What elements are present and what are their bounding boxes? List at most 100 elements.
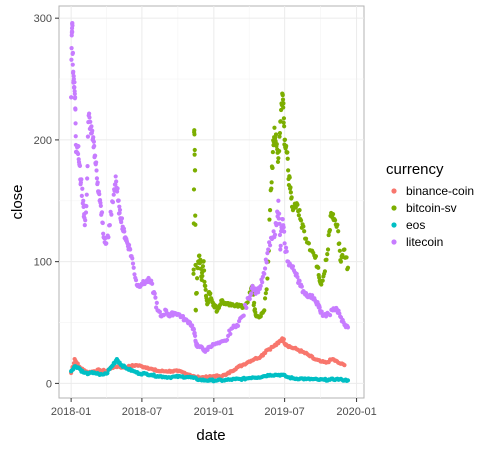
data-point-litecoin xyxy=(73,95,78,100)
data-point-litecoin xyxy=(79,177,84,182)
data-point-bitcoin-sv xyxy=(195,276,200,281)
legend-label-litecoin: litecoin xyxy=(406,235,443,249)
data-point-bitcoin-sv xyxy=(332,218,338,223)
data-point-litecoin xyxy=(249,291,254,296)
data-point-bitcoin-sv xyxy=(191,187,197,192)
data-point-bitcoin-sv xyxy=(203,287,208,292)
legend: currency binance-coin bitcoin-sv eos liteco… xyxy=(386,161,474,249)
data-point-litecoin xyxy=(111,192,116,197)
data-point-bitcoin-sv xyxy=(280,97,286,102)
data-point-bitcoin-sv xyxy=(277,148,282,154)
data-point-litecoin xyxy=(69,95,74,100)
y-axis-ticks: 0 100 200 300 xyxy=(34,13,59,390)
data-point-litecoin xyxy=(79,193,84,198)
data-point-bitcoin-sv xyxy=(296,213,301,218)
data-point-litecoin xyxy=(290,264,296,269)
data-point-bitcoin-sv xyxy=(245,300,250,305)
data-point-litecoin xyxy=(132,272,137,277)
data-point-litecoin xyxy=(87,115,92,120)
data-point-litecoin xyxy=(280,217,285,222)
data-point-litecoin xyxy=(77,163,83,168)
data-point-bitcoin-sv xyxy=(265,276,270,281)
data-point-litecoin xyxy=(107,223,112,228)
data-point-litecoin xyxy=(115,186,120,191)
data-point-litecoin xyxy=(154,300,159,305)
data-point-litecoin xyxy=(267,243,273,248)
data-point-bitcoin-sv xyxy=(197,253,202,258)
data-point-litecoin xyxy=(244,305,249,310)
data-point-bitcoin-sv xyxy=(275,159,281,164)
data-point-bitcoin-sv xyxy=(281,120,286,125)
data-point-litecoin xyxy=(277,232,283,238)
data-point-litecoin xyxy=(76,144,81,149)
x-axis-ticks: 2018-01 2018-07 2019-01 2019-07 2020-01 xyxy=(51,398,377,418)
data-point-litecoin xyxy=(82,223,87,228)
data-point-litecoin xyxy=(299,284,304,289)
legend-label-bitcoin-sv: bitcoin-sv xyxy=(406,201,457,215)
data-point-bitcoin-sv xyxy=(303,236,309,241)
y-tick-label: 100 xyxy=(34,257,52,269)
data-point-bitcoin-sv xyxy=(276,156,281,161)
data-point-litecoin xyxy=(72,80,77,85)
data-point-litecoin xyxy=(278,247,283,252)
data-point-litecoin xyxy=(276,216,281,221)
data-point-litecoin xyxy=(122,229,127,234)
data-point-litecoin xyxy=(297,278,302,283)
data-point-binance-coin xyxy=(342,363,347,368)
data-point-bitcoin-sv xyxy=(342,247,347,252)
data-point-litecoin xyxy=(228,331,233,337)
data-point-bitcoin-sv xyxy=(325,252,330,257)
data-point-litecoin xyxy=(128,247,133,252)
data-point-bitcoin-sv xyxy=(277,134,282,139)
data-point-litecoin xyxy=(69,57,74,62)
data-point-litecoin xyxy=(224,337,230,343)
data-point-bitcoin-sv xyxy=(338,259,344,264)
data-point-litecoin xyxy=(84,204,89,209)
data-point-bitcoin-sv xyxy=(285,150,290,155)
data-point-litecoin xyxy=(126,242,132,248)
data-point-bitcoin-sv xyxy=(193,222,198,227)
legend-key-eos xyxy=(391,222,397,228)
minor-gridlines xyxy=(59,6,364,398)
data-point-litecoin xyxy=(115,189,120,194)
data-point-litecoin xyxy=(278,243,283,248)
data-point-binance-coin xyxy=(281,337,286,342)
data-point-bitcoin-sv xyxy=(203,283,208,289)
data-point-litecoin xyxy=(283,245,289,250)
data-point-litecoin xyxy=(119,220,124,225)
data-point-litecoin xyxy=(84,192,89,197)
data-point-bitcoin-sv xyxy=(286,168,291,173)
data-point-litecoin xyxy=(345,325,351,330)
data-point-litecoin xyxy=(91,135,96,140)
data-point-eos xyxy=(105,371,110,376)
data-point-litecoin xyxy=(157,309,162,314)
data-point-litecoin xyxy=(85,134,91,139)
data-point-litecoin xyxy=(94,176,100,181)
data-point-litecoin xyxy=(70,62,75,67)
data-point-bitcoin-sv xyxy=(200,273,205,279)
data-point-bitcoin-sv xyxy=(270,149,275,155)
data-point-litecoin xyxy=(117,207,123,213)
data-point-litecoin xyxy=(191,327,197,332)
data-point-bitcoin-sv xyxy=(192,132,197,137)
data-point-bitcoin-sv xyxy=(287,175,292,180)
legend-label-binance-coin: binance-coin xyxy=(406,184,474,198)
data-point-litecoin xyxy=(327,312,333,318)
data-point-bitcoin-sv xyxy=(191,267,196,272)
data-point-litecoin xyxy=(192,333,198,339)
x-tick-label: 2019-01 xyxy=(194,406,234,418)
data-point-litecoin xyxy=(310,293,315,298)
data-point-bitcoin-sv xyxy=(269,186,274,191)
data-point-litecoin xyxy=(153,295,158,300)
data-point-litecoin xyxy=(116,198,121,203)
data-point-litecoin xyxy=(93,153,98,158)
data-point-bitcoin-sv xyxy=(280,93,285,98)
data-point-litecoin xyxy=(87,111,92,116)
data-point-bitcoin-sv xyxy=(192,128,197,133)
data-point-bitcoin-sv xyxy=(337,248,342,253)
data-point-litecoin xyxy=(75,151,81,157)
data-point-litecoin xyxy=(282,241,287,246)
data-point-litecoin xyxy=(89,124,94,129)
major-gridlines xyxy=(59,6,364,398)
